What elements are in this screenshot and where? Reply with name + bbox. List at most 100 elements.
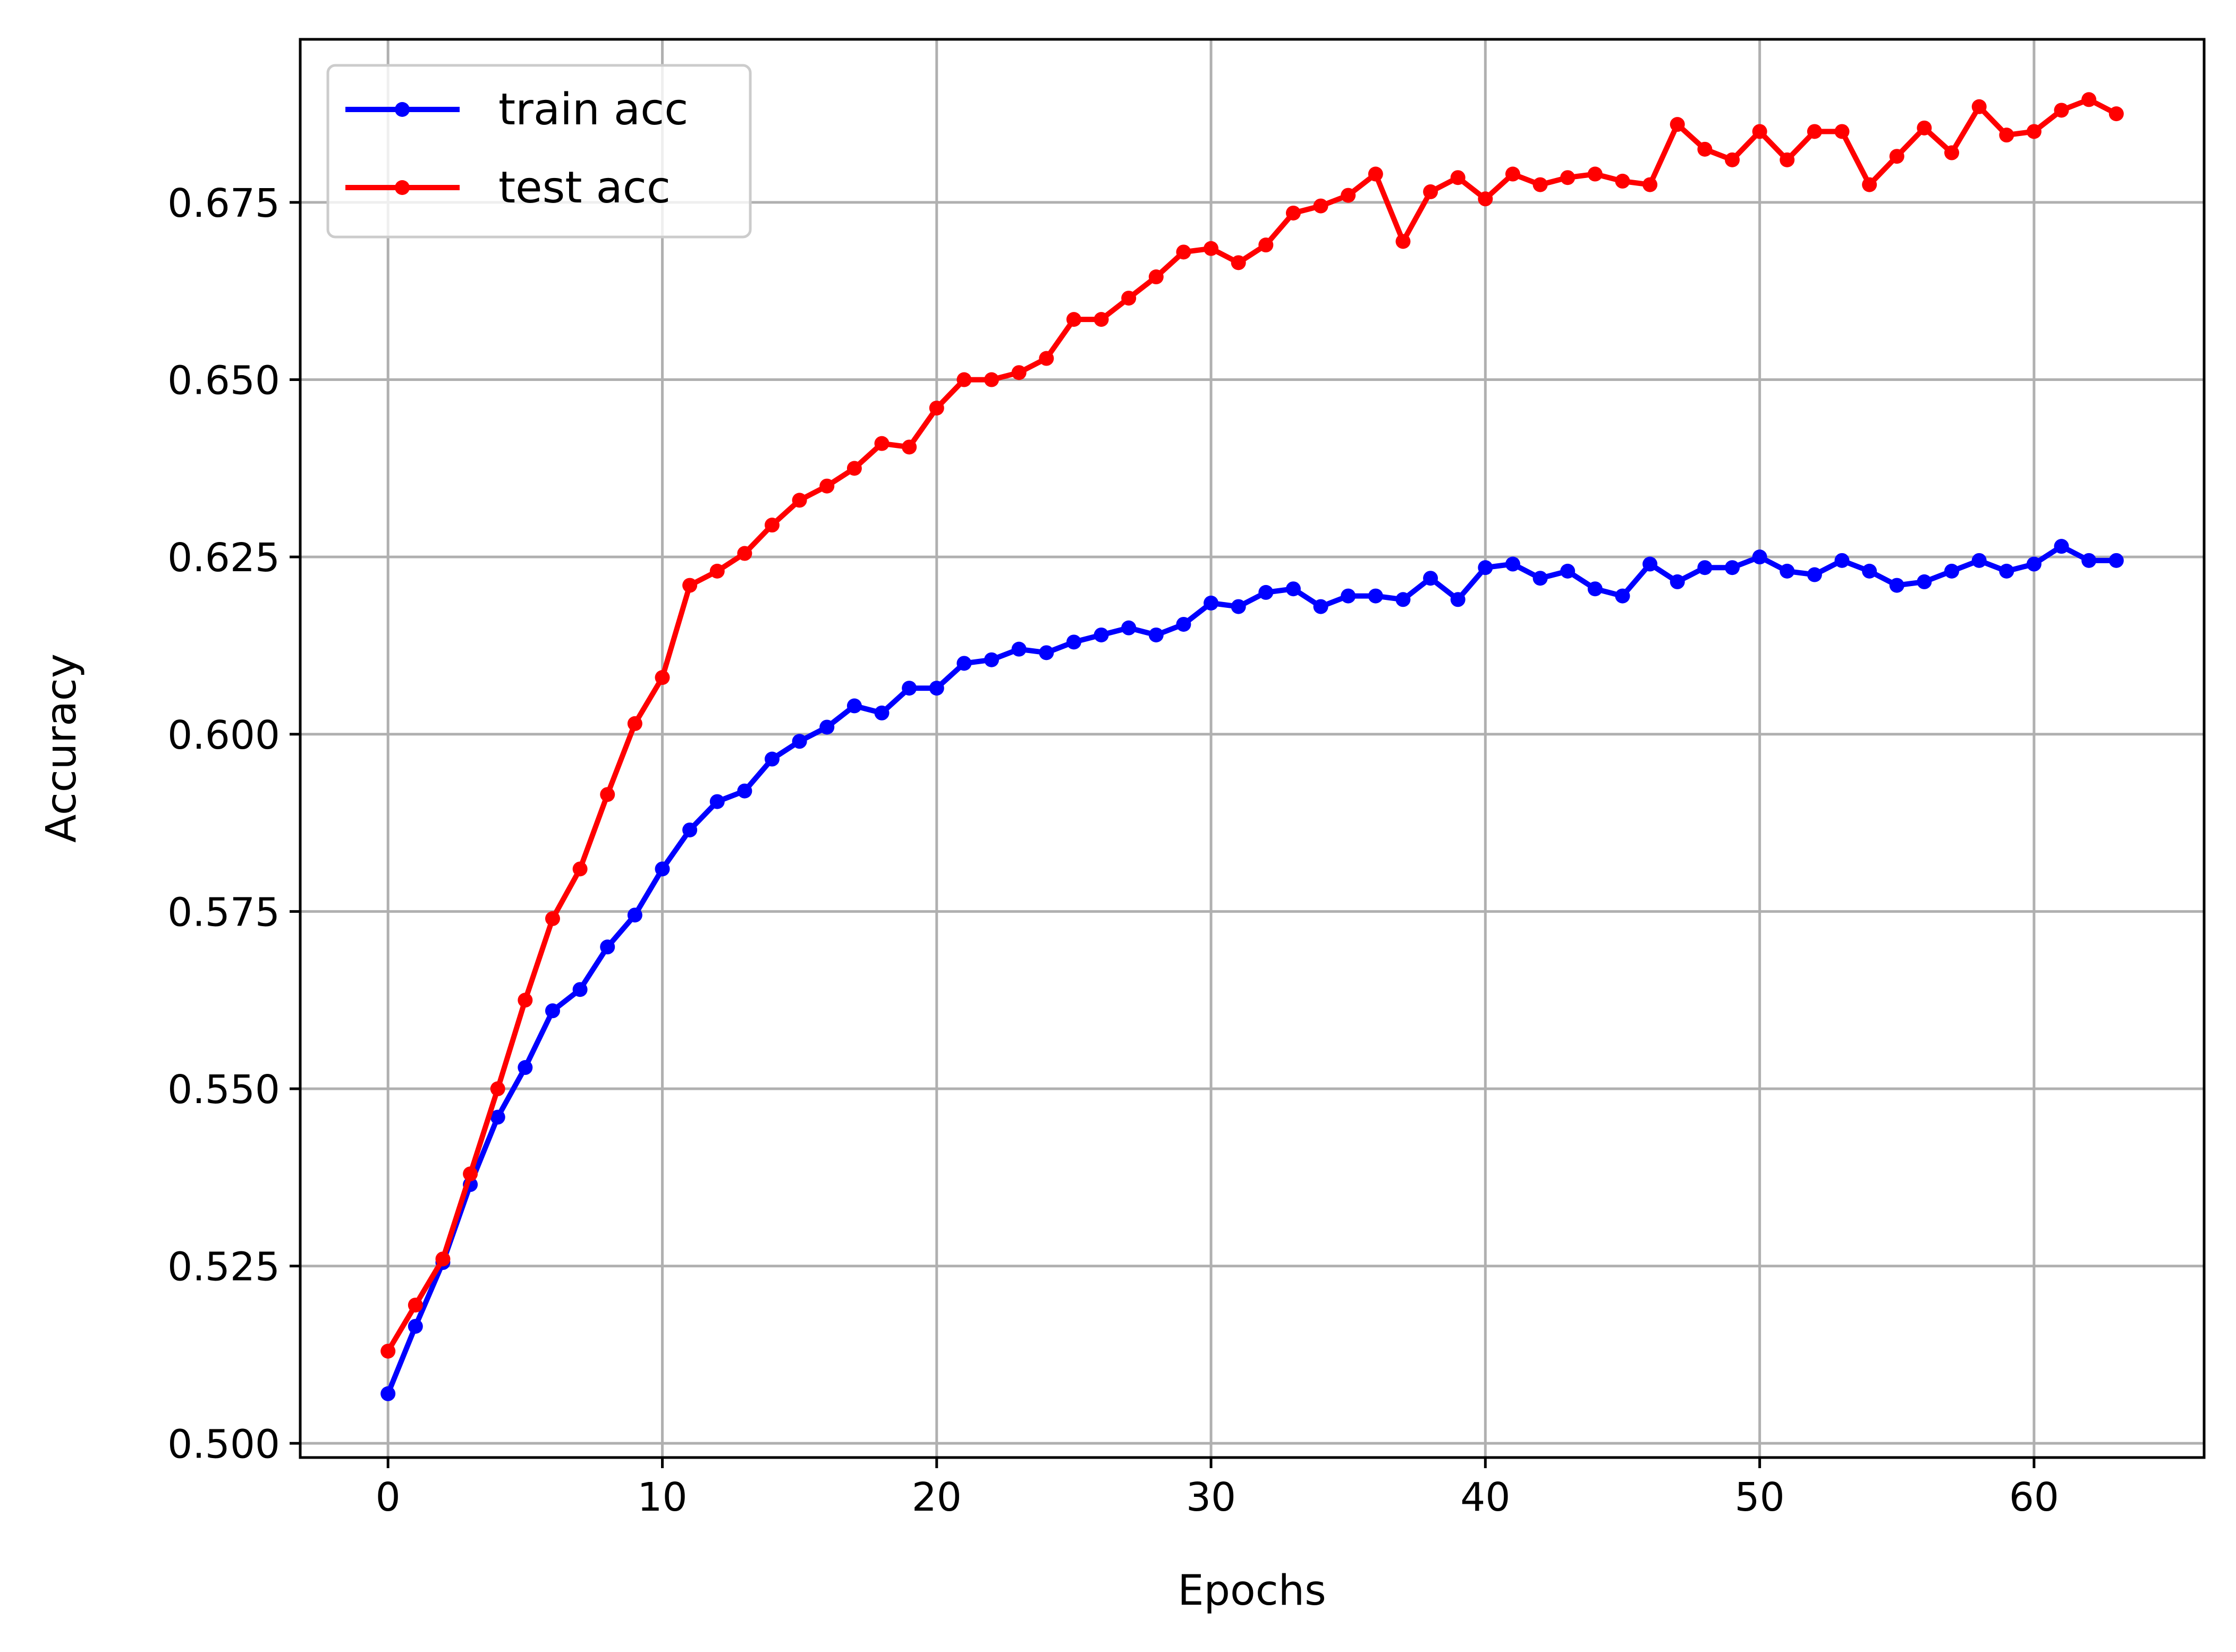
data-point-train-acc [682, 822, 698, 837]
data-point-test-acc [846, 461, 862, 476]
data-point-test-acc [2081, 92, 2097, 107]
x-tick-label: 10 [637, 1475, 687, 1520]
y-tick-label: 0.650 [167, 358, 280, 404]
data-point-train-acc [1478, 560, 1493, 575]
data-point-test-acc [2108, 106, 2124, 122]
y-tick-label: 0.550 [167, 1067, 280, 1113]
data-point-test-acc [2054, 103, 2069, 118]
data-point-test-acc [1724, 152, 1740, 167]
data-point-train-acc [1615, 588, 1630, 604]
data-point-test-acc [1313, 198, 1328, 214]
data-point-test-acc [1862, 177, 1877, 192]
data-point-test-acc [408, 1298, 423, 1313]
x-axis-label: Epochs [1178, 1567, 1326, 1615]
y-axis-label: Accuracy [38, 654, 86, 843]
x-tick-label: 20 [912, 1475, 962, 1520]
x-tick-label: 0 [376, 1475, 401, 1520]
data-point-train-acc [627, 908, 642, 923]
data-point-test-acc [1807, 124, 1822, 139]
data-point-train-acc [1752, 549, 1767, 565]
data-point-train-acc [1423, 571, 1438, 586]
data-point-test-acc [655, 670, 670, 685]
x-tick-label: 50 [1735, 1475, 1785, 1520]
data-point-test-acc [765, 518, 780, 533]
data-point-train-acc [600, 939, 615, 955]
data-point-train-acc [984, 652, 1000, 667]
data-point-train-acc [2081, 553, 2097, 568]
data-point-test-acc [1423, 184, 1438, 199]
data-point-test-acc [463, 1166, 478, 1182]
data-point-test-acc [2026, 124, 2042, 139]
data-point-train-acc [1039, 645, 1054, 660]
data-point-test-acc [1971, 99, 1987, 114]
data-point-test-acc [1780, 152, 1795, 167]
data-point-test-acc [902, 439, 917, 455]
data-point-test-acc [490, 1081, 505, 1097]
data-point-train-acc [380, 1386, 396, 1401]
data-point-train-acc [1285, 581, 1301, 597]
data-point-test-acc [1204, 241, 1219, 256]
data-point-test-acc [1285, 205, 1301, 221]
data-point-train-acc [1587, 581, 1603, 597]
data-point-test-acc [600, 787, 615, 802]
data-point-test-acc [709, 563, 725, 579]
data-point-train-acc [902, 681, 917, 696]
data-point-train-acc [490, 1109, 505, 1125]
data-point-test-acc [380, 1343, 396, 1359]
y-tick-label: 0.625 [167, 535, 280, 581]
y-tick-label: 0.675 [167, 181, 280, 226]
data-point-train-acc [1505, 556, 1520, 572]
data-point-train-acc [1670, 574, 1685, 589]
legend-marker-test [395, 180, 410, 195]
data-point-train-acc [737, 783, 752, 799]
data-point-train-acc [545, 1003, 560, 1019]
data-point-train-acc [1834, 553, 1850, 568]
data-point-train-acc [1917, 574, 1932, 589]
data-point-train-acc [1094, 627, 1109, 642]
data-point-train-acc [1341, 588, 1356, 604]
data-point-train-acc [765, 751, 780, 767]
data-point-train-acc [1642, 556, 1658, 572]
data-point-test-acc [545, 911, 560, 926]
data-point-train-acc [408, 1319, 423, 1334]
y-tick-label: 0.575 [167, 889, 280, 935]
data-point-test-acc [819, 478, 835, 494]
data-point-test-acc [682, 578, 698, 593]
data-point-train-acc [956, 656, 972, 671]
data-point-train-acc [518, 1060, 533, 1075]
data-point-train-acc [1176, 616, 1191, 632]
data-point-test-acc [1478, 191, 1493, 207]
data-point-train-acc [1532, 571, 1548, 586]
data-point-test-acc [572, 861, 588, 877]
data-point-train-acc [1204, 595, 1219, 611]
legend-label-train: train acc [498, 84, 688, 135]
data-point-test-acc [1148, 269, 1164, 285]
data-point-test-acc [435, 1251, 451, 1267]
x-tick-label: 60 [2009, 1475, 2059, 1520]
data-point-train-acc [929, 681, 944, 696]
data-point-train-acc [874, 705, 890, 721]
plot-area [380, 92, 2124, 1401]
legend: train acc test acc [326, 64, 752, 239]
y-tick-label: 0.500 [167, 1421, 280, 1467]
data-point-test-acc [1176, 244, 1191, 260]
data-point-train-acc [572, 982, 588, 997]
data-point-train-acc [2054, 539, 2069, 554]
data-point-test-acc [1917, 120, 1932, 135]
axes-frame [299, 38, 2206, 1459]
x-tick-label: 30 [1186, 1475, 1236, 1520]
data-point-test-acc [1999, 128, 2014, 143]
data-point-train-acc [1697, 560, 1713, 575]
data-point-test-acc [1395, 234, 1411, 249]
data-point-test-acc [874, 436, 890, 451]
data-point-test-acc [1231, 255, 1246, 270]
data-point-train-acc [1999, 563, 2014, 579]
data-point-train-acc [846, 698, 862, 714]
data-point-test-acc [929, 400, 944, 416]
legend-label-test: test acc [498, 163, 671, 213]
data-point-test-acc [1532, 177, 1548, 192]
data-point-test-acc [1834, 124, 1850, 139]
data-point-train-acc [2026, 556, 2042, 572]
data-point-train-acc [1313, 599, 1328, 614]
